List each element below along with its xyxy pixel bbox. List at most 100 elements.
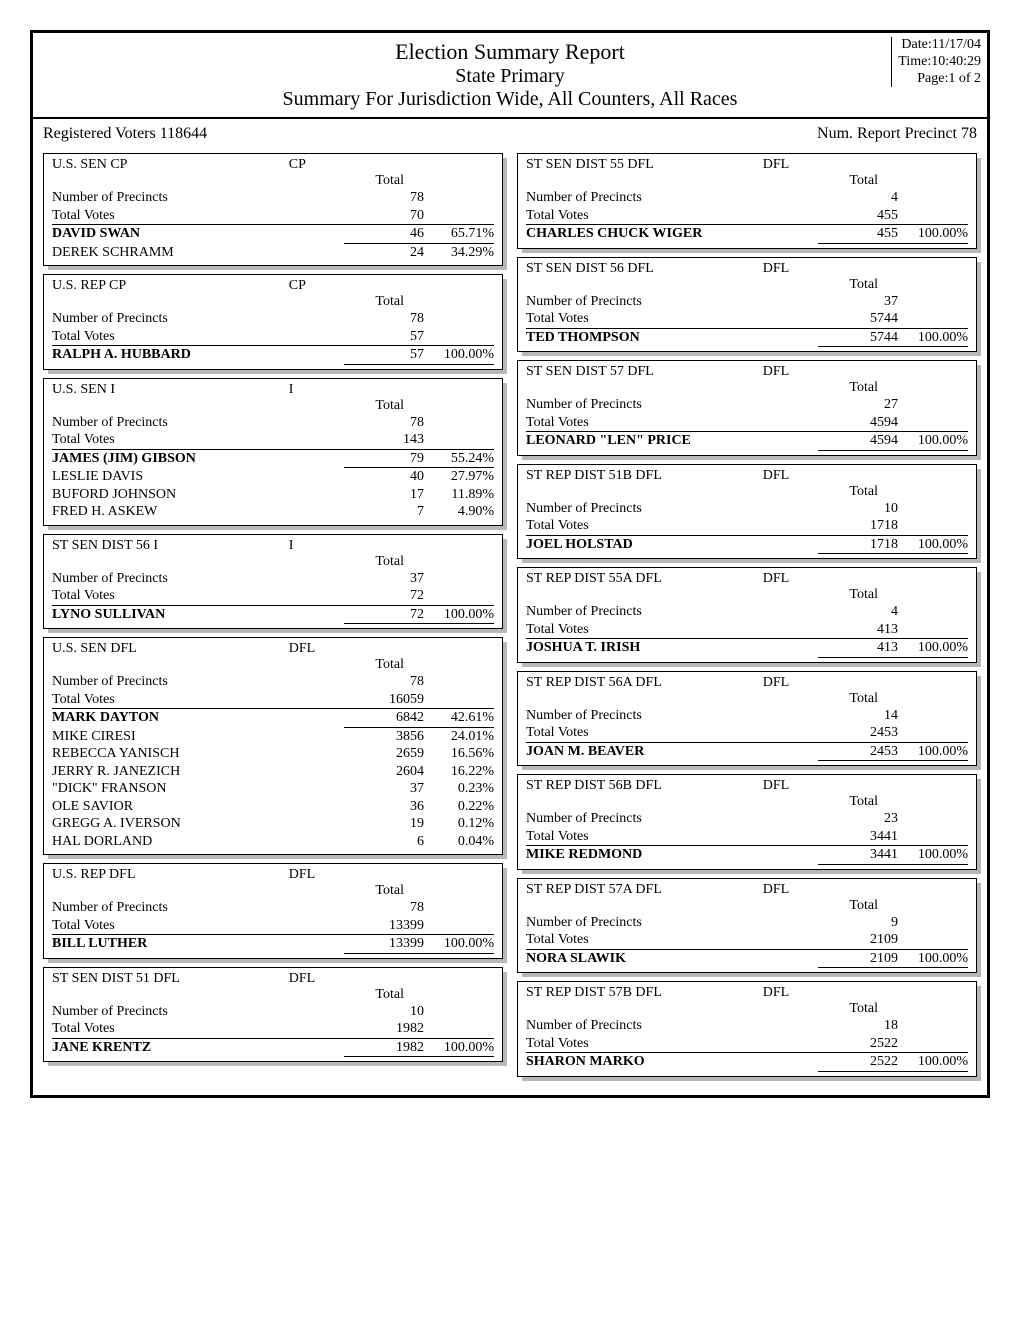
candidate-pct: 100.00% — [898, 950, 968, 969]
candidate-pct: 24.01% — [424, 728, 494, 746]
header-titles: Election Summary Report State Primary Su… — [43, 39, 977, 111]
total-votes-row: Total Votes4594 — [526, 414, 968, 432]
precincts-label: Number of Precincts — [526, 1017, 818, 1035]
race-party: DFL — [763, 882, 898, 898]
candidate-name: MIKE REDMOND — [526, 846, 818, 865]
candidate-votes: 57 — [344, 346, 424, 365]
total-votes-value: 13399 — [344, 917, 424, 935]
candidate-name: RALPH A. HUBBARD — [52, 346, 344, 365]
race-box: ST REP DIST 57B DFLDFLTotalNumber of Pre… — [517, 981, 977, 1077]
race-block: ST SEN DIST 51 DFLDFLTotalNumber of Prec… — [43, 967, 503, 1063]
candidate-row: BUFORD JOHNSON1711.89% — [52, 486, 494, 504]
precincts-label: Number of Precincts — [526, 914, 818, 932]
candidate-name: MARK DAYTON — [52, 709, 344, 728]
total-label: Total — [526, 691, 968, 707]
race-box: ST REP DIST 57A DFLDFLTotalNumber of Pre… — [517, 878, 977, 974]
candidate-pct: 100.00% — [424, 606, 494, 625]
race-box: ST SEN DIST 57 DFLDFLTotalNumber of Prec… — [517, 360, 977, 456]
candidate-row: OLE SAVIOR360.22% — [52, 798, 494, 816]
candidate-row: JOSHUA T. IRISH413100.00% — [526, 639, 968, 658]
candidate-row: LYNO SULLIVAN72100.00% — [52, 606, 494, 625]
left-column: U.S. SEN CPCPTotalNumber of Precincts78T… — [43, 153, 503, 1085]
candidate-pct: 100.00% — [898, 432, 968, 451]
precincts-pct — [898, 189, 968, 207]
candidate-name: DEREK SCHRAMM — [52, 244, 344, 262]
candidate-name: JAMES (JIM) GIBSON — [52, 450, 344, 469]
precincts-pct — [424, 570, 494, 588]
race-party: CP — [289, 278, 424, 294]
race-block: ST SEN DIST 57 DFLDFLTotalNumber of Prec… — [517, 360, 977, 456]
race-party: DFL — [289, 971, 424, 987]
precincts-label: Number of Precincts — [526, 396, 818, 414]
candidates-block: LEONARD "LEN" PRICE4594100.00% — [526, 431, 968, 451]
total-votes-pct — [424, 587, 494, 605]
precincts-row: Number of Precincts23 — [526, 810, 968, 828]
precincts-pct — [424, 899, 494, 917]
precincts-label: Number of Precincts — [52, 1003, 344, 1021]
candidate-votes: 2109 — [818, 950, 898, 969]
race-header: ST REP DIST 57B DFLDFL — [526, 985, 968, 1001]
race-title: U.S. SEN CP — [52, 157, 289, 173]
race-title: ST SEN DIST 55 DFL — [526, 157, 763, 173]
total-votes-label: Total Votes — [526, 207, 818, 225]
total-votes-value: 413 — [818, 621, 898, 639]
candidate-row: RALPH A. HUBBARD57100.00% — [52, 346, 494, 365]
report-time: Time:10:40:29 — [898, 54, 981, 71]
race-block: U.S. REP CPCPTotalNumber of Precincts78T… — [43, 274, 503, 370]
race-title: U.S. SEN DFL — [52, 641, 289, 657]
total-votes-value: 455 — [818, 207, 898, 225]
candidate-name: REBECCA YANISCH — [52, 745, 344, 763]
race-block: U.S. SEN DFLDFLTotalNumber of Precincts7… — [43, 637, 503, 855]
race-block: ST REP DIST 51B DFLDFLTotalNumber of Pre… — [517, 464, 977, 560]
candidates-block: JOEL HOLSTAD1718100.00% — [526, 535, 968, 555]
total-votes-label: Total Votes — [52, 691, 344, 709]
precincts-row: Number of Precincts10 — [526, 500, 968, 518]
race-box: U.S. REP DFLDFLTotalNumber of Precincts7… — [43, 863, 503, 959]
precincts-pct — [898, 914, 968, 932]
candidate-row: JOEL HOLSTAD1718100.00% — [526, 536, 968, 555]
candidate-pct: 55.24% — [424, 450, 494, 469]
total-votes-label: Total Votes — [52, 917, 344, 935]
race-box: U.S. SEN CPCPTotalNumber of Precincts78T… — [43, 153, 503, 266]
race-block: ST SEN DIST 56 IITotalNumber of Precinct… — [43, 534, 503, 630]
precincts-pct — [424, 673, 494, 691]
total-label: Total — [526, 173, 968, 189]
precincts-pct — [898, 293, 968, 311]
total-label: Total — [526, 484, 968, 500]
candidate-name: LYNO SULLIVAN — [52, 606, 344, 625]
precincts-label: Number of Precincts — [526, 603, 818, 621]
total-votes-label: Total Votes — [526, 517, 818, 535]
total-votes-row: Total Votes70 — [52, 207, 494, 225]
total-votes-value: 1982 — [344, 1020, 424, 1038]
race-header: ST SEN DIST 56 DFLDFL — [526, 261, 968, 277]
race-party: DFL — [763, 261, 898, 277]
race-block: ST REP DIST 56A DFLDFLTotalNumber of Pre… — [517, 671, 977, 767]
precincts-value: 78 — [344, 899, 424, 917]
race-title: ST SEN DIST 51 DFL — [52, 971, 289, 987]
candidate-name: HAL DORLAND — [52, 833, 344, 851]
candidate-pct: 34.29% — [424, 244, 494, 262]
total-votes-row: Total Votes2109 — [526, 931, 968, 949]
candidates-block: CHARLES CHUCK WIGER455100.00% — [526, 224, 968, 244]
candidate-name: LESLIE DAVIS — [52, 468, 344, 486]
total-votes-row: Total Votes2522 — [526, 1035, 968, 1053]
candidate-row: DEREK SCHRAMM2434.29% — [52, 244, 494, 262]
race-box: ST REP DIST 56A DFLDFLTotalNumber of Pre… — [517, 671, 977, 767]
candidate-votes: 7 — [344, 503, 424, 521]
race-box: ST SEN DIST 56 IITotalNumber of Precinct… — [43, 534, 503, 630]
candidate-pct: 0.12% — [424, 815, 494, 833]
race-box: U.S. REP CPCPTotalNumber of Precincts78T… — [43, 274, 503, 370]
total-votes-pct — [898, 724, 968, 742]
race-box: U.S. SEN DFLDFLTotalNumber of Precincts7… — [43, 637, 503, 855]
candidates-block: JOAN M. BEAVER2453100.00% — [526, 742, 968, 762]
candidate-row: TED THOMPSON5744100.00% — [526, 329, 968, 348]
race-title: U.S. REP CP — [52, 278, 289, 294]
race-title: ST REP DIST 55A DFL — [526, 571, 763, 587]
candidate-votes: 3856 — [344, 728, 424, 746]
total-label: Total — [526, 794, 968, 810]
precincts-value: 18 — [818, 1017, 898, 1035]
race-title: ST REP DIST 56A DFL — [526, 675, 763, 691]
candidate-pct: 0.04% — [424, 833, 494, 851]
candidates-block: NORA SLAWIK2109100.00% — [526, 949, 968, 969]
race-block: U.S. SEN IITotalNumber of Precincts78Tot… — [43, 378, 503, 526]
